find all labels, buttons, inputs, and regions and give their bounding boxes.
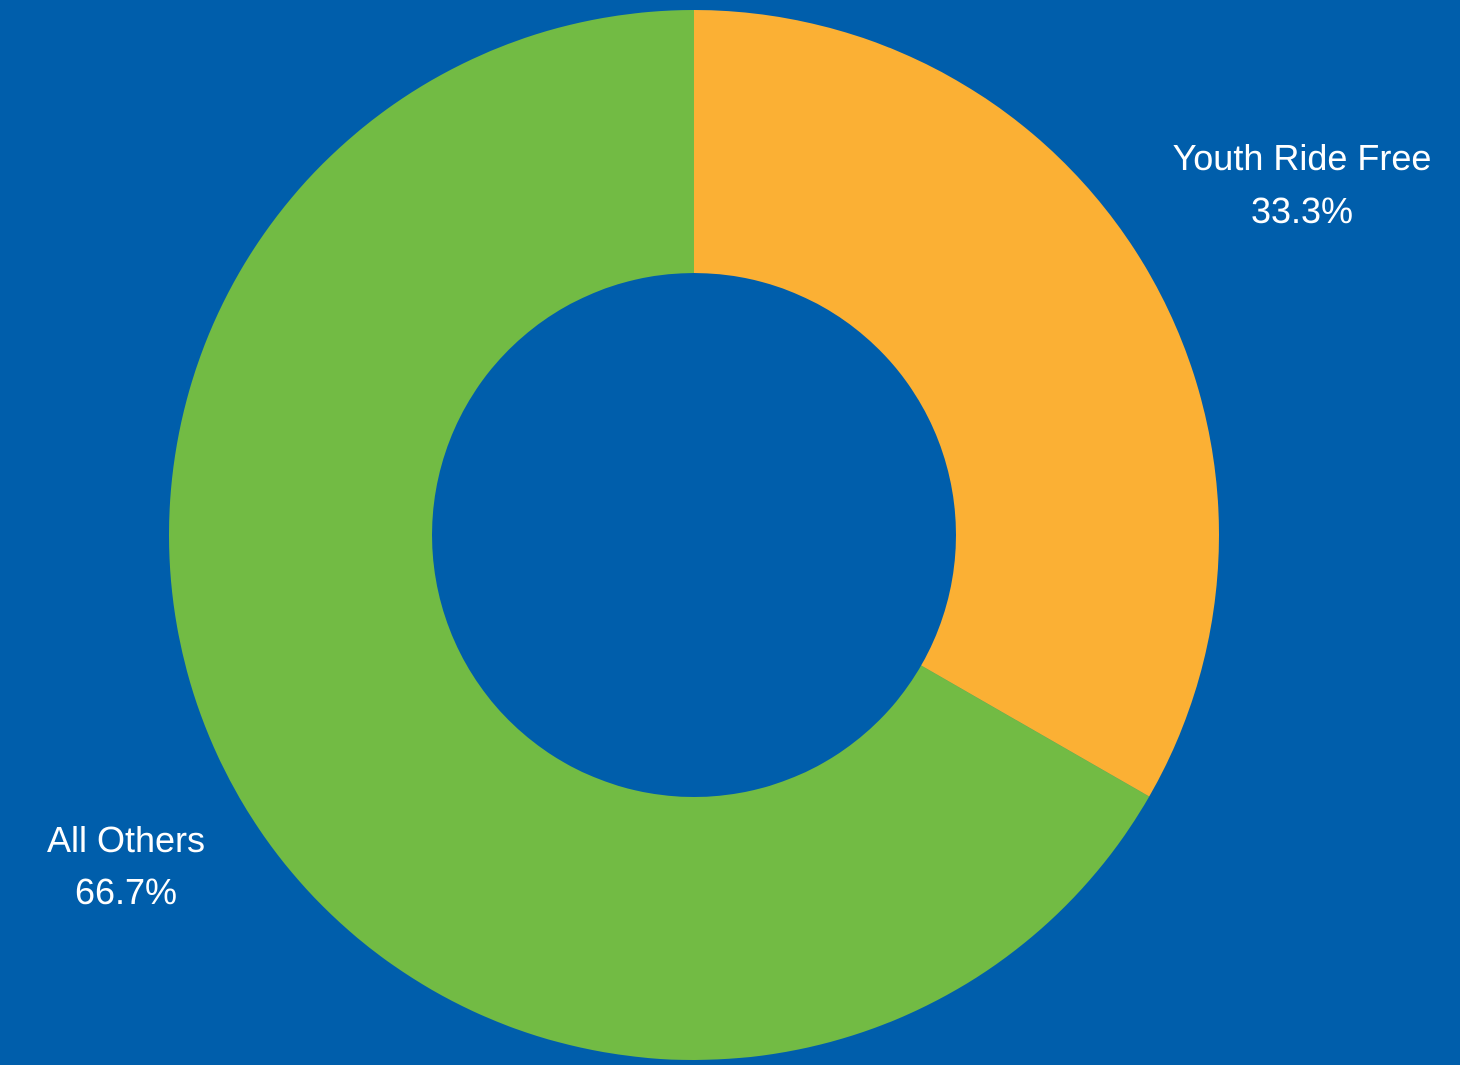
slice-label-value: 33.3% [1251,190,1353,231]
slice-label-name: All Others [47,819,205,860]
donut-hole [432,273,956,797]
labels-layer: Youth Ride Free 33.3% All Others 66.7% [47,137,1431,912]
slice-label-value: 66.7% [75,871,177,912]
slice-label-name: Youth Ride Free [1173,137,1432,178]
